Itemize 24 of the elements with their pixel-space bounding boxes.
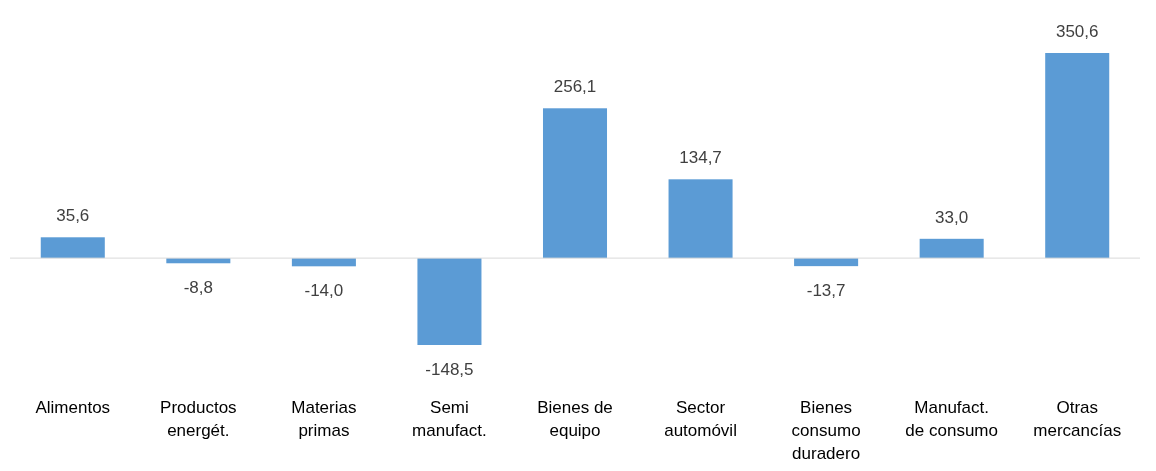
bar bbox=[40, 237, 105, 259]
x-tick-label: Bienes consumo duradero bbox=[791, 398, 861, 463]
data-label: -8,8 bbox=[183, 278, 213, 298]
x-tick-label: Otras mercancías bbox=[1033, 398, 1122, 440]
data-label: -13,7 bbox=[806, 281, 846, 301]
x-tick-label: Materias primas bbox=[291, 398, 357, 440]
data-label: 134,7 bbox=[679, 148, 722, 168]
bar bbox=[919, 238, 984, 259]
x-tick-label: Productos energét. bbox=[160, 398, 237, 440]
x-tick-label: Semi manufact. bbox=[412, 398, 487, 440]
data-label: 350,6 bbox=[1055, 22, 1099, 41]
data-label: -14,0 bbox=[304, 281, 344, 301]
data-label: -148,5 bbox=[425, 360, 474, 379]
bar bbox=[542, 108, 608, 259]
x-tick-label: Bienes de equipo bbox=[537, 398, 613, 440]
x-tick-label: Sector automóvil bbox=[664, 398, 737, 440]
x-tick-label: Alimentos bbox=[35, 398, 111, 417]
x-tick-label: Manufact. de consumo bbox=[905, 398, 998, 440]
data-label: 256,1 bbox=[553, 77, 597, 97]
data-label: 35,6 bbox=[56, 206, 90, 226]
bar bbox=[668, 179, 733, 259]
bar bbox=[1045, 53, 1110, 259]
bar bbox=[417, 258, 482, 345]
data-label: 33,0 bbox=[935, 207, 969, 227]
